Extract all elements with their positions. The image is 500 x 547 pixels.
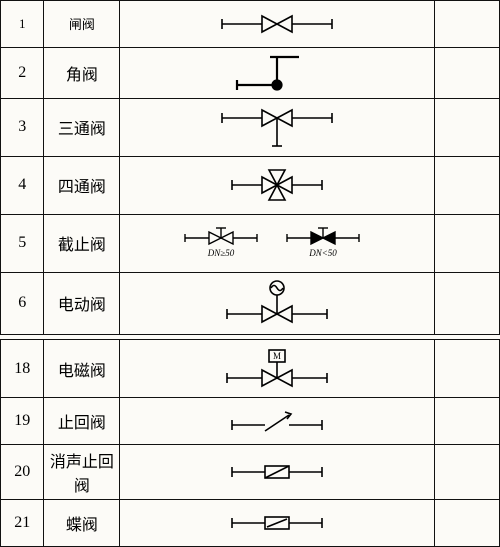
table-row: 20 消声止回阀 — [1, 444, 500, 500]
table-row: 1 闸阀 — [1, 1, 500, 48]
table-row: 2 角阀 — [1, 47, 500, 98]
four-way-valve-icon — [207, 160, 347, 210]
symbol-label: DN<50 — [308, 248, 337, 258]
table-row: 4 四通阀 — [1, 156, 500, 214]
row-index: 4 — [1, 156, 44, 214]
table-row: 19 止回阀 — [1, 398, 500, 445]
row-note — [434, 214, 499, 272]
row-name: 三通阀 — [44, 98, 120, 156]
table-row: 5 截止阀 — [1, 214, 500, 272]
row-symbol — [120, 398, 435, 445]
angle-valve-icon — [217, 51, 337, 95]
row-symbol — [120, 47, 435, 98]
row-name: 蝶阀 — [44, 500, 120, 547]
symbol-label: DN≥50 — [207, 248, 235, 258]
gate-valve-icon — [207, 4, 347, 44]
row-index: 2 — [1, 47, 44, 98]
row-index: 21 — [1, 500, 44, 547]
symbol-badge: M — [273, 351, 281, 361]
check-valve-icon — [207, 401, 347, 441]
row-name: 截止阀 — [44, 214, 120, 272]
row-note — [434, 156, 499, 214]
table-row: 21 蝶阀 — [1, 500, 500, 547]
row-note — [434, 398, 499, 445]
row-symbol — [120, 98, 435, 156]
row-note — [434, 272, 499, 335]
row-symbol — [120, 272, 435, 335]
row-index: 1 — [1, 1, 44, 48]
row-note — [434, 500, 499, 547]
row-note — [434, 47, 499, 98]
row-symbol — [120, 1, 435, 48]
row-index: 3 — [1, 98, 44, 156]
row-index: 6 — [1, 272, 44, 335]
row-symbol: DN≥50 DN<50 — [120, 214, 435, 272]
row-index: 19 — [1, 398, 44, 445]
row-symbol — [120, 500, 435, 547]
valve-symbol-table: 1 闸阀 2 角阀 — [0, 0, 500, 547]
row-note — [434, 1, 499, 48]
row-name: 电磁阀 — [44, 340, 120, 398]
row-index: 5 — [1, 214, 44, 272]
row-name: 角阀 — [44, 47, 120, 98]
three-way-valve-icon — [207, 102, 347, 152]
row-note — [434, 340, 499, 398]
row-symbol — [120, 444, 435, 500]
row-name: 四通阀 — [44, 156, 120, 214]
butterfly-valve-icon — [207, 503, 347, 543]
row-name: 止回阀 — [44, 398, 120, 445]
motor-valve-icon — [207, 276, 347, 330]
row-name: 消声止回阀 — [44, 444, 120, 500]
row-note — [434, 98, 499, 156]
row-note — [434, 444, 499, 500]
row-symbol — [120, 156, 435, 214]
row-name: 闸阀 — [44, 1, 120, 48]
row-symbol: M — [120, 340, 435, 398]
globe-valve-icon: DN≥50 DN<50 — [167, 218, 387, 268]
row-index: 18 — [1, 340, 44, 398]
table-row: 6 电动阀 — [1, 272, 500, 335]
table-row: 18 电磁阀 M — [1, 340, 500, 398]
table-row: 3 三通阀 — [1, 98, 500, 156]
silent-check-valve-icon — [207, 452, 347, 492]
row-name: 电动阀 — [44, 272, 120, 335]
solenoid-valve-icon: M — [207, 344, 347, 394]
row-index: 20 — [1, 444, 44, 500]
